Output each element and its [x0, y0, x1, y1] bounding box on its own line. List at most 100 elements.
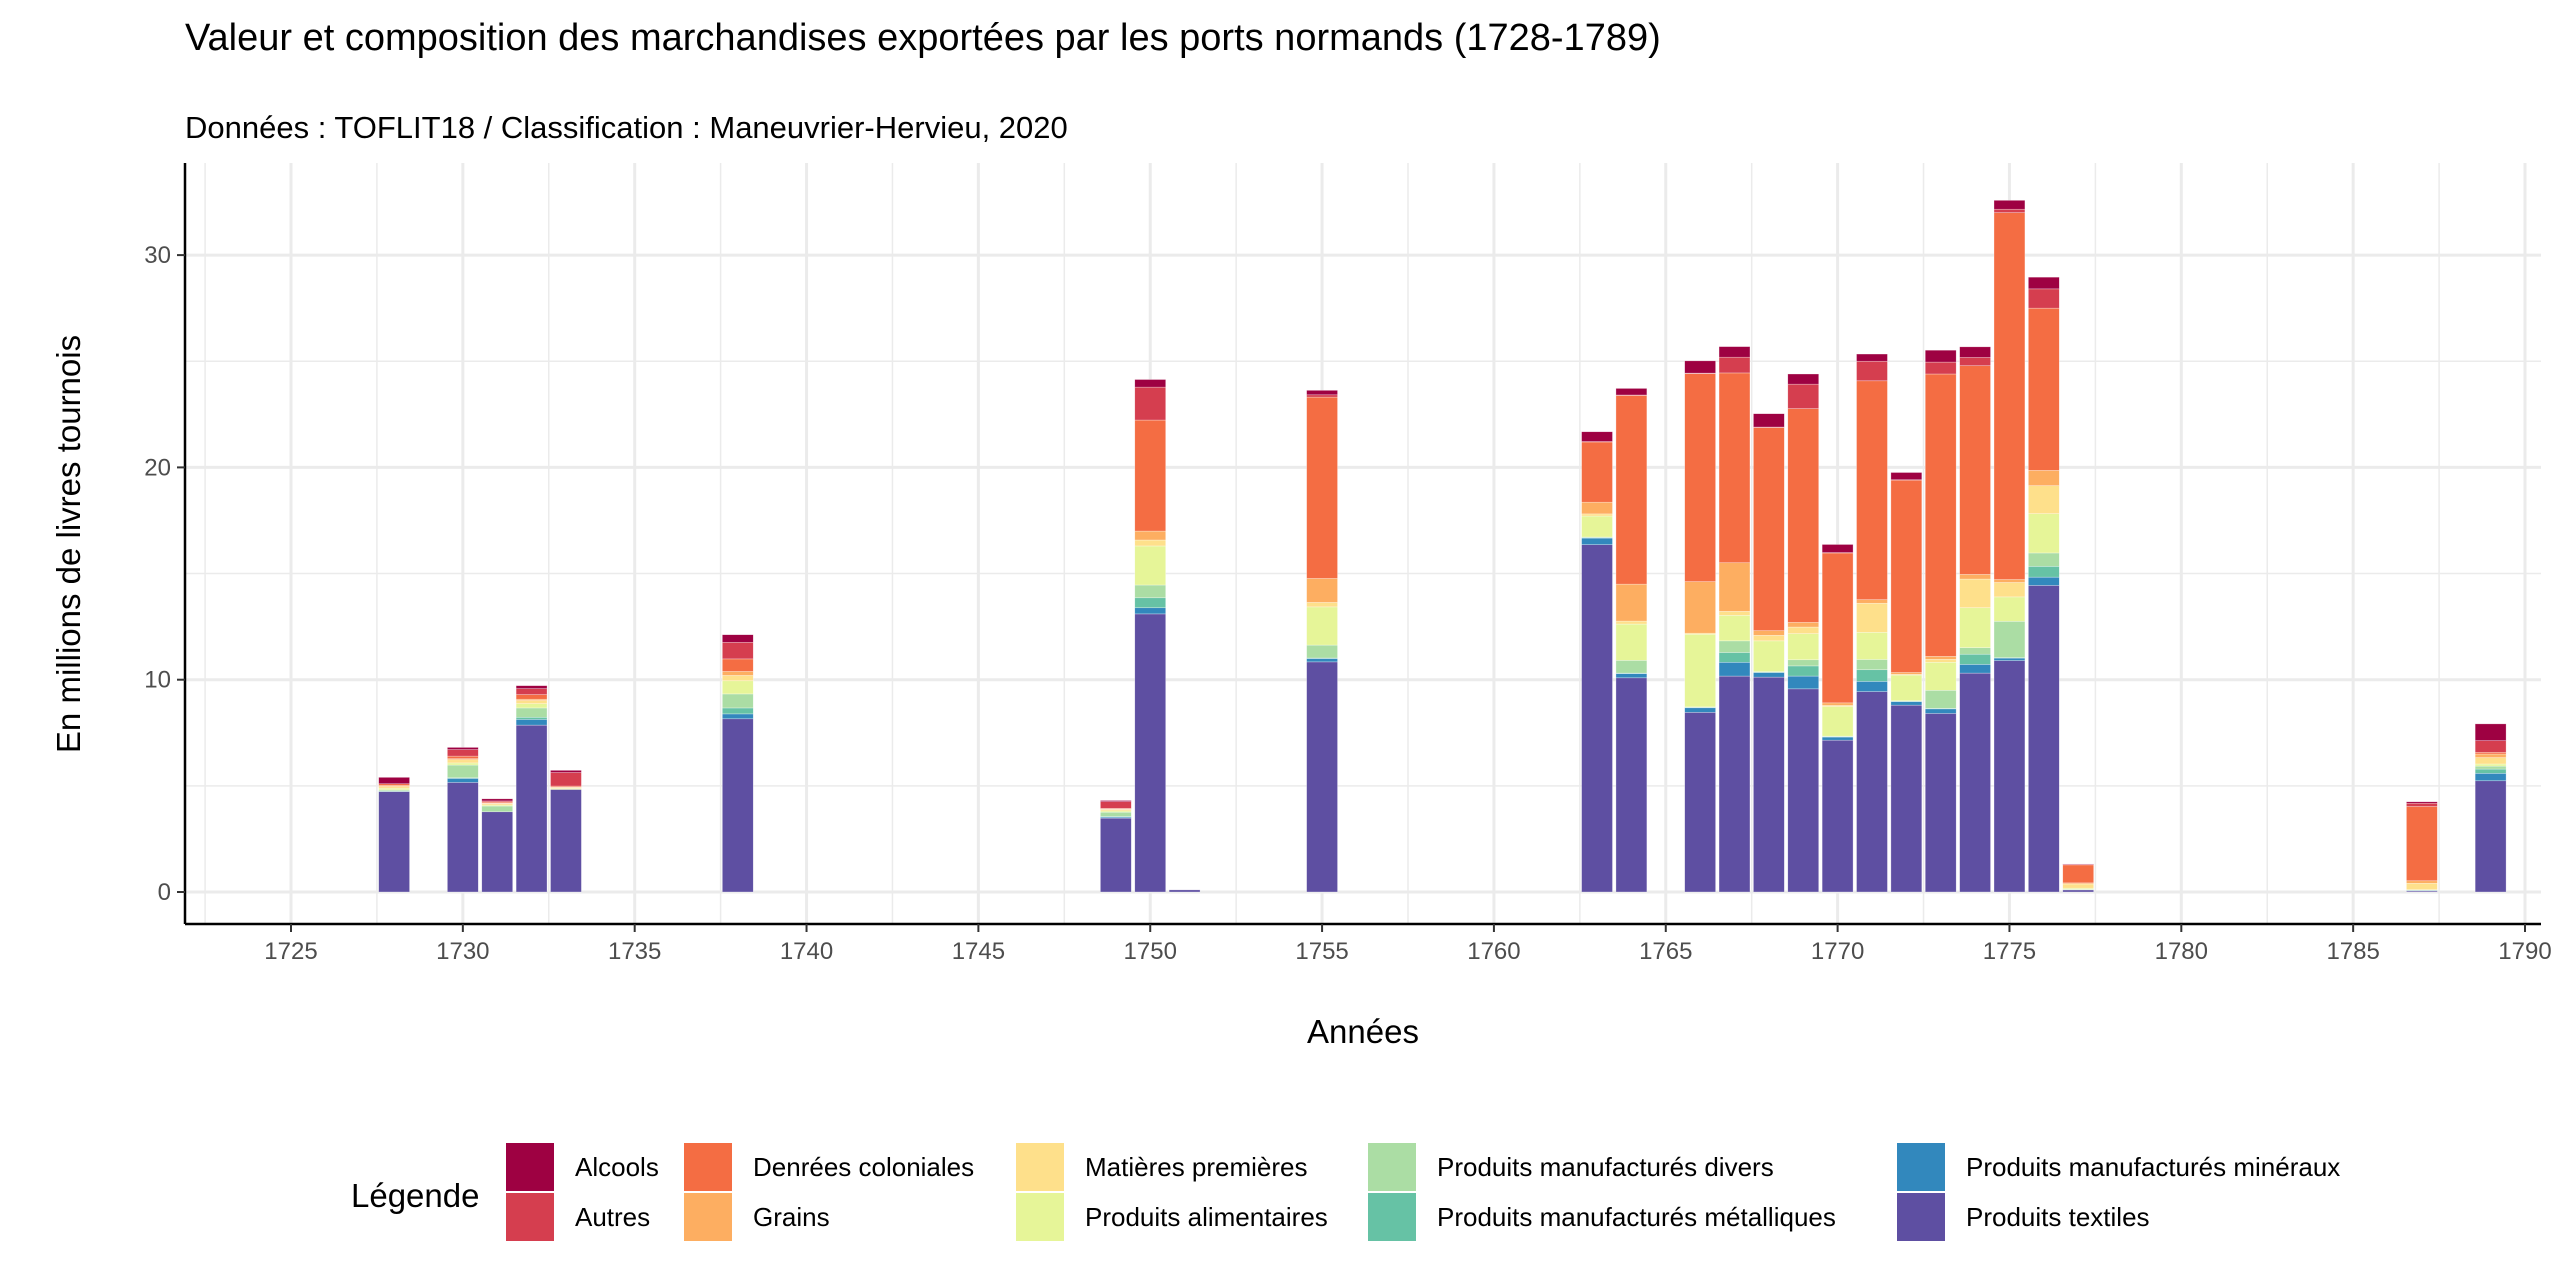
- bar-segment: [2028, 576, 2060, 586]
- y-tick-label: 10: [144, 667, 171, 694]
- bar-segment: [1924, 656, 1957, 660]
- legend-swatch: [1897, 1143, 1945, 1191]
- bar-segment: [481, 811, 513, 893]
- bar-segment: [2406, 880, 2438, 884]
- bar-segment: [2474, 780, 2507, 893]
- axes: 1725 1730 1735 1740 1745 1750 1755 1760 1765 1770…: [144, 163, 2552, 965]
- bar-segment: [1306, 602, 1338, 608]
- x-tick-label: 1760: [1467, 938, 1520, 965]
- chart-title: Valeur et composition des marchandises e…: [185, 17, 1661, 59]
- legend-item: Grains: [684, 1193, 830, 1241]
- bar-segment: [1890, 479, 1923, 673]
- legend-swatch: [506, 1143, 554, 1191]
- bar-segment: [2474, 740, 2507, 753]
- x-tick-label: 1790: [2498, 938, 2551, 965]
- legend-label: Produits manufacturés divers: [1437, 1152, 1774, 1182]
- y-axis-title: En millions de livres tournois: [50, 335, 87, 753]
- bar-segment: [1684, 360, 1716, 374]
- bar-segment: [2028, 276, 2060, 290]
- bar-segment: [1581, 441, 1613, 503]
- bar-segment: [1821, 706, 1854, 737]
- bar-segment: [1924, 690, 1957, 709]
- bar-stack-1749: [1100, 800, 1132, 893]
- bar-segment: [1615, 395, 1648, 585]
- legend-item: Produits alimentaires: [1016, 1193, 1328, 1241]
- bar-segment: [1856, 602, 1888, 633]
- bar-segment: [1856, 681, 1888, 692]
- bar-segment: [1924, 349, 1957, 363]
- bar-segment: [1787, 675, 1820, 690]
- bar-segment: [1718, 675, 1751, 893]
- bar-segment: [722, 680, 754, 695]
- bar-segment: [1684, 633, 1716, 708]
- bar-stack-1732: [515, 685, 548, 893]
- bar-segment: [1100, 800, 1132, 802]
- bar-segment: [1718, 661, 1751, 677]
- bar-segment: [481, 798, 513, 802]
- bar-segment: [447, 759, 479, 764]
- bar-segment: [1890, 701, 1923, 706]
- legend-label: Autres: [575, 1202, 650, 1232]
- legend-label: Alcools: [575, 1152, 659, 1182]
- legend-item: Produits textiles: [1897, 1193, 2150, 1241]
- bar-segment: [1993, 579, 2026, 583]
- bar-segment: [1718, 562, 1751, 612]
- x-tick-label: 1785: [2326, 938, 2379, 965]
- bar-segment: [1753, 640, 1785, 672]
- x-tick-label: 1725: [264, 938, 317, 965]
- bar-segment: [1306, 658, 1338, 663]
- legend-item: Matières premières: [1016, 1143, 1308, 1191]
- bar-segment: [1581, 501, 1613, 515]
- legend-label: Produits textiles: [1966, 1202, 2150, 1232]
- legend-item: Produits manufacturés minéraux: [1897, 1143, 2340, 1191]
- bar-segment: [1959, 653, 1991, 665]
- legend-swatch: [506, 1193, 554, 1241]
- bar-segment: [722, 693, 754, 709]
- bar-segment: [1856, 353, 1888, 362]
- bar-segment: [1959, 647, 1991, 655]
- bar-segment: [2028, 288, 2060, 309]
- legend-item: Alcools: [506, 1143, 659, 1191]
- bar-segment: [1856, 691, 1888, 893]
- bar-segment: [1924, 659, 1957, 663]
- bar-stack-1775: [1993, 200, 2026, 893]
- bar-segment: [2028, 485, 2060, 514]
- legend-item: Autres: [506, 1193, 650, 1241]
- bar-segment: [1134, 597, 1166, 609]
- bar-segment: [2028, 513, 2060, 554]
- legend-swatch: [1016, 1193, 1064, 1241]
- bar-segment: [1134, 419, 1166, 532]
- bar-segment: [1753, 630, 1785, 636]
- bar-segment: [1134, 379, 1166, 388]
- bar-segment: [2028, 585, 2060, 893]
- bar-segment: [1581, 537, 1613, 545]
- bar-segment: [1993, 200, 2026, 210]
- legend-item: Produits manufacturés métalliques: [1368, 1193, 1836, 1241]
- x-tick-label: 1770: [1811, 938, 1864, 965]
- bar-segment: [1718, 372, 1751, 564]
- bar-segment: [1787, 373, 1820, 385]
- bar-stack-1731: [481, 798, 513, 893]
- bar-segment: [2474, 757, 2507, 765]
- bar-segment: [1856, 599, 1888, 604]
- x-tick-label: 1745: [952, 938, 1005, 965]
- bar-segment: [1856, 632, 1888, 660]
- bar-segment: [1924, 373, 1957, 657]
- bar-stack-1771: [1856, 353, 1888, 893]
- bar-segment: [1134, 386, 1166, 421]
- bar-segment: [1753, 427, 1785, 631]
- bar-segment: [1306, 394, 1338, 398]
- bar-stack-1728: [378, 777, 410, 893]
- bar-segment: [1924, 361, 1957, 375]
- bar-segment: [1924, 708, 1957, 714]
- bar-segment: [1787, 665, 1820, 677]
- bars: [378, 200, 2507, 893]
- bar-segment: [515, 694, 548, 700]
- bar-segment: [1890, 704, 1923, 893]
- legend-item: Produits manufacturés divers: [1368, 1143, 1774, 1191]
- bar-segment: [1718, 615, 1751, 642]
- bar-segment: [1684, 581, 1716, 634]
- bar-stack-1770: [1821, 544, 1854, 893]
- bar-segment: [1993, 621, 2026, 658]
